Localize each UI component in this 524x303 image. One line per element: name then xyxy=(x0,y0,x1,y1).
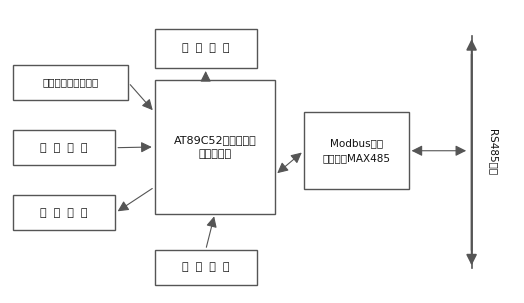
FancyArrowPatch shape xyxy=(278,153,301,172)
Text: AT89C52微控制器及
其外围电路: AT89C52微控制器及 其外围电路 xyxy=(173,135,256,159)
FancyArrowPatch shape xyxy=(413,146,465,155)
Text: 键  盘  输  入: 键 盘 输 入 xyxy=(182,262,230,272)
FancyArrowPatch shape xyxy=(467,54,476,264)
Bar xyxy=(13,130,115,165)
Text: RS485总线: RS485总线 xyxy=(487,129,498,175)
Bar xyxy=(155,80,275,214)
Bar xyxy=(155,250,257,285)
FancyArrowPatch shape xyxy=(201,72,210,81)
Bar xyxy=(13,195,115,230)
Text: 电  源  模  块: 电 源 模 块 xyxy=(40,143,88,153)
Bar xyxy=(13,65,128,100)
Text: 报  警  输  出: 报 警 输 出 xyxy=(40,208,88,218)
Bar xyxy=(155,29,257,68)
FancyArrowPatch shape xyxy=(118,143,150,152)
Text: Modbus接口
电平转换MAX485: Modbus接口 电平转换MAX485 xyxy=(322,138,390,163)
FancyArrowPatch shape xyxy=(118,188,152,211)
FancyArrowPatch shape xyxy=(467,41,476,250)
Text: 顶板下沉量数据采集: 顶板下沉量数据采集 xyxy=(42,78,99,88)
Text: 液  晶  显  示: 液 晶 显 示 xyxy=(182,43,230,54)
FancyArrowPatch shape xyxy=(206,218,216,247)
Bar xyxy=(304,112,409,189)
FancyArrowPatch shape xyxy=(130,85,152,109)
